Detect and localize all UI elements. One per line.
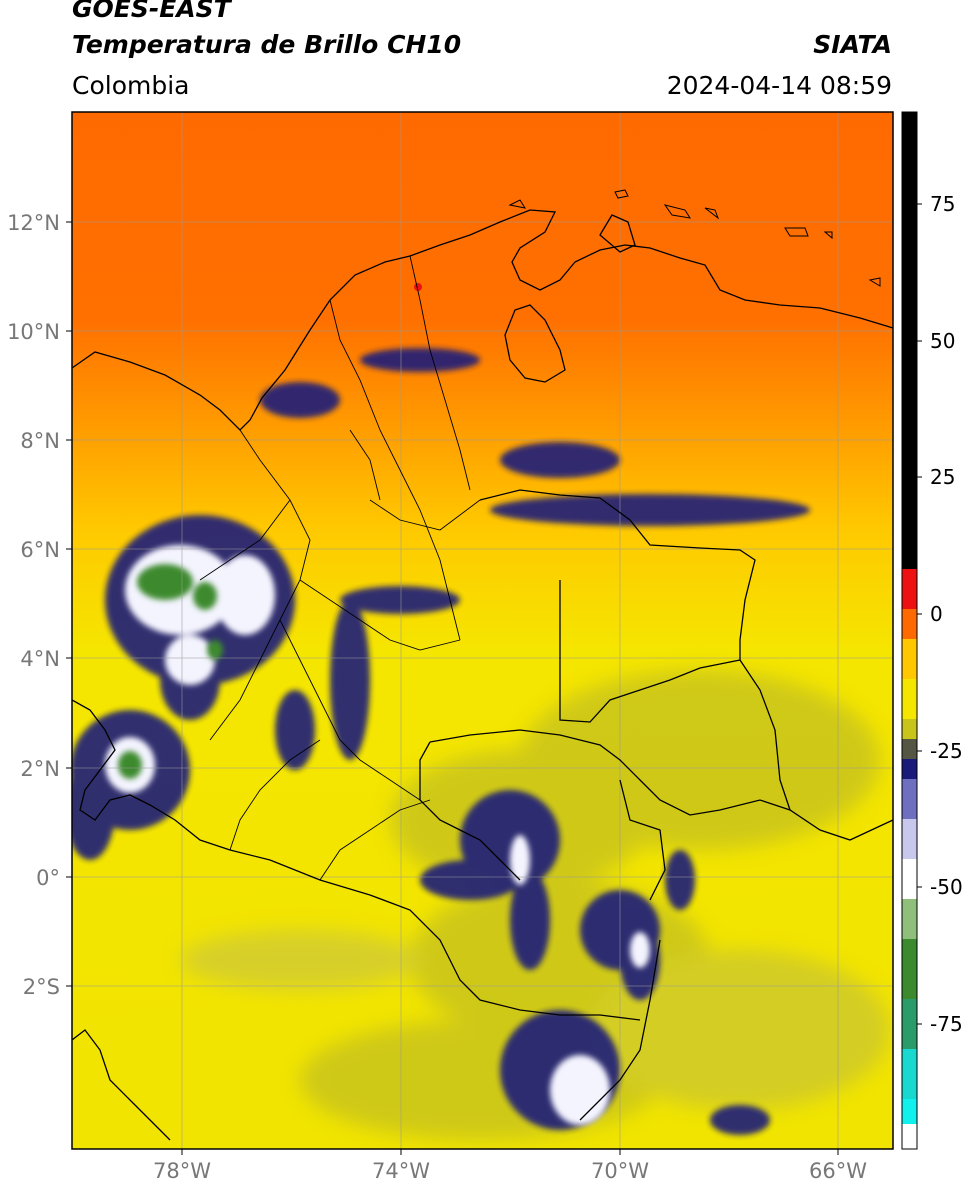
lat-tick: 2°S xyxy=(23,975,60,999)
lon-tick: 66°W xyxy=(809,1159,867,1183)
axis-ticks xyxy=(66,221,839,1155)
graticule xyxy=(72,112,893,1149)
colorbar-ticks xyxy=(917,203,922,1025)
satellite-title: GOES-EAST xyxy=(72,0,231,23)
colorbar-yellow xyxy=(902,679,917,719)
colorbar-tick-label: -50 xyxy=(930,875,963,899)
latitude-labels: 12°N 10°N 8°N 6°N 4°N 2°N 0° 2°S xyxy=(7,211,60,999)
colorbar-frame xyxy=(901,111,918,1150)
colorbar-tick-label: 0 xyxy=(930,602,943,626)
lat-tick: 6°N xyxy=(20,538,60,562)
colorbar-blue xyxy=(902,779,917,819)
colorbar-brightcyan xyxy=(902,1099,917,1124)
borders-and-coastlines xyxy=(72,209,893,1141)
lat-tick: 4°N xyxy=(20,647,60,671)
colorbar-amber xyxy=(902,639,917,679)
colorbar-bottom-white xyxy=(902,1124,917,1149)
colorbar-lavender xyxy=(902,819,917,859)
colorbar-lightgreen xyxy=(902,899,917,939)
colorbar-cyan xyxy=(902,1049,917,1099)
colorbar-green xyxy=(902,939,917,999)
lat-tick: 12°N xyxy=(7,211,60,235)
lat-tick: 0° xyxy=(36,866,60,890)
agency-label: SIATA xyxy=(813,30,892,59)
colorbar-tick-label: -25 xyxy=(930,739,963,763)
coldest-cores xyxy=(118,564,223,779)
colorbar-tick-label: 25 xyxy=(930,465,955,489)
islands xyxy=(508,189,881,287)
colorbar-tick-label: 50 xyxy=(930,329,955,353)
colorbar-tick-label: -75 xyxy=(930,1012,963,1036)
longitude-labels: 78°W 74°W 70°W 66°W xyxy=(153,1159,867,1183)
lat-tick: 2°N xyxy=(20,757,60,781)
colorbar xyxy=(901,111,918,1150)
product-title: Temperatura de Brillo CH10 xyxy=(72,30,462,59)
warm-spot xyxy=(414,283,422,291)
colorbar-labels: 75 50 25 0 -25 -50 -75 xyxy=(930,192,963,1036)
map-frame xyxy=(71,111,894,1150)
lon-tick: 70°W xyxy=(591,1159,649,1183)
region-label: Colombia xyxy=(72,71,190,100)
colorbar-olive xyxy=(902,719,917,739)
colorbar-orange xyxy=(902,609,917,639)
colorbar-black xyxy=(902,112,917,569)
map-panel xyxy=(72,112,893,1149)
lon-tick: 78°W xyxy=(153,1159,211,1183)
colorbar-navy xyxy=(902,759,917,779)
lon-tick: 74°W xyxy=(372,1159,430,1183)
colorbar-teal xyxy=(902,999,917,1049)
department-borders xyxy=(199,255,481,881)
lat-tick: 8°N xyxy=(20,429,60,453)
lat-tick: 10°N xyxy=(7,320,60,344)
colorbar-tick-label: 75 xyxy=(930,192,955,216)
datetime-label: 2024-04-14 08:59 xyxy=(666,71,892,100)
colorbar-red xyxy=(902,569,917,609)
colorbar-grey xyxy=(902,739,917,759)
colorbar-white xyxy=(902,859,917,899)
